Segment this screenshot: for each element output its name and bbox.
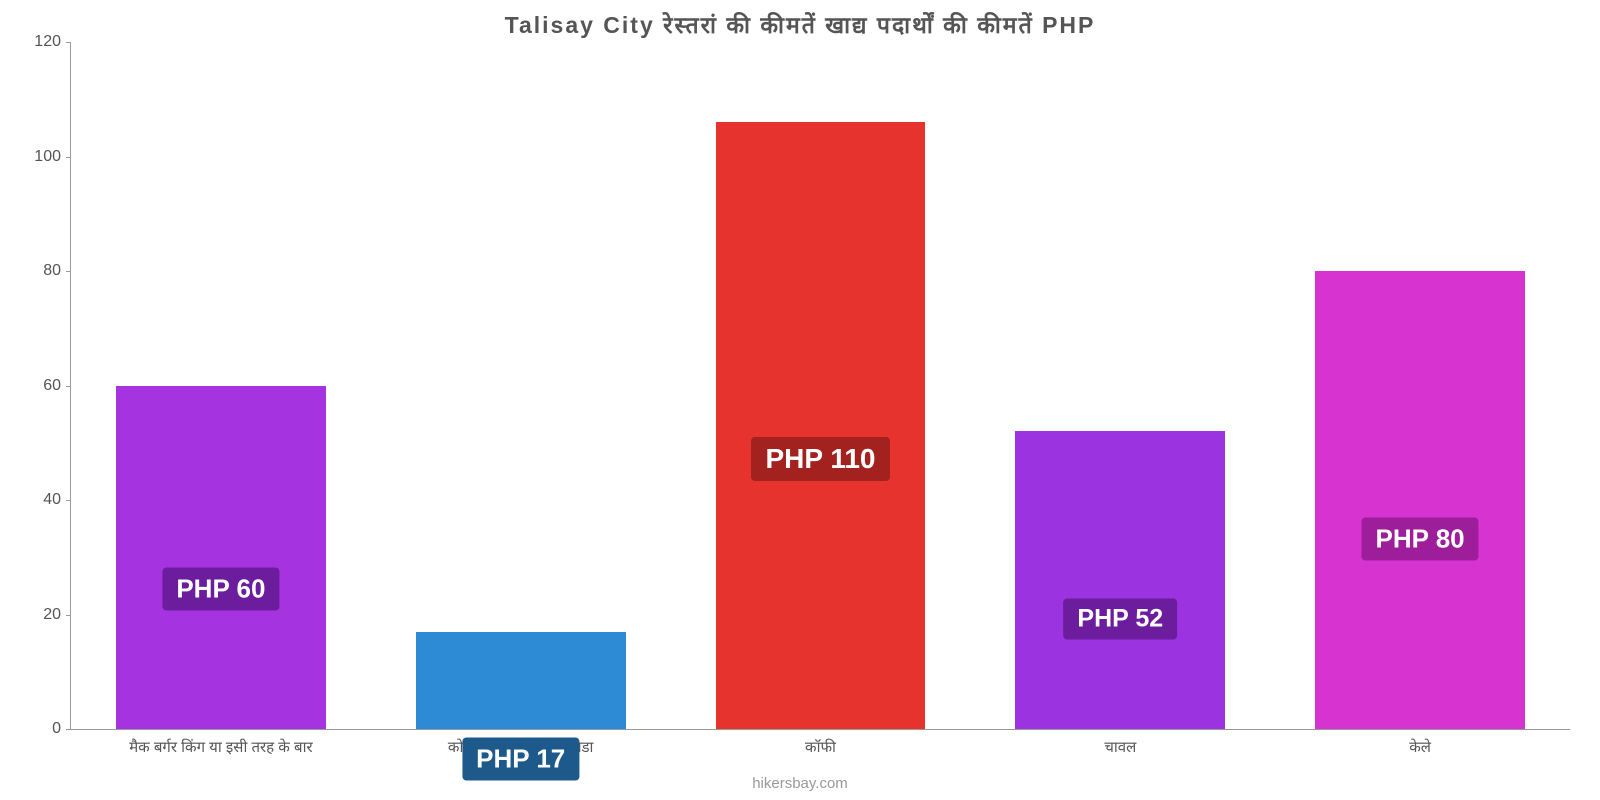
y-tick-label: 120 [21,33,61,51]
value-badge: PHP 60 [162,568,279,611]
value-badge: PHP 80 [1362,518,1479,561]
bar: कॉफीPHP 110 [716,122,926,729]
y-tick-label: 40 [21,491,61,509]
value-badge: PHP 52 [1063,599,1177,640]
y-tick-label: 80 [21,262,61,280]
chart-container: Talisay City रेस्तरां की कीमतें खाद्य पद… [0,0,1600,800]
y-tick-label: 20 [21,606,61,624]
chart-title: Talisay City रेस्तरां की कीमतें खाद्य पद… [0,8,1600,40]
value-badge: PHP 110 [751,437,889,481]
category-label: चावल [1104,737,1136,757]
category-label: मैक बर्गर किंग या इसी तरह के बार [129,737,312,757]
bars-group: मैक बर्गर किंग या इसी तरह के बारPHP 60 को… [71,42,1570,729]
y-tick-label: 60 [21,377,61,395]
y-tick-label: 0 [21,720,61,738]
bar: कोला पेप्सी स्प्राइट मिरिनडाPHP 17 [416,632,626,729]
category-label: कॉफी [805,737,836,757]
category-label: केले [1409,737,1431,757]
plot-area: 020406080100120 मैक बर्गर किंग या इसी तर… [70,42,1570,730]
bar: केलेPHP 80 [1315,271,1525,729]
attribution-text: hikersbay.com [0,775,1600,792]
y-tick-label: 100 [21,148,61,166]
y-tick-mark [66,729,71,730]
bar: मैक बर्गर किंग या इसी तरह के बारPHP 60 [116,386,326,730]
bar: चावलPHP 52 [1015,431,1225,729]
